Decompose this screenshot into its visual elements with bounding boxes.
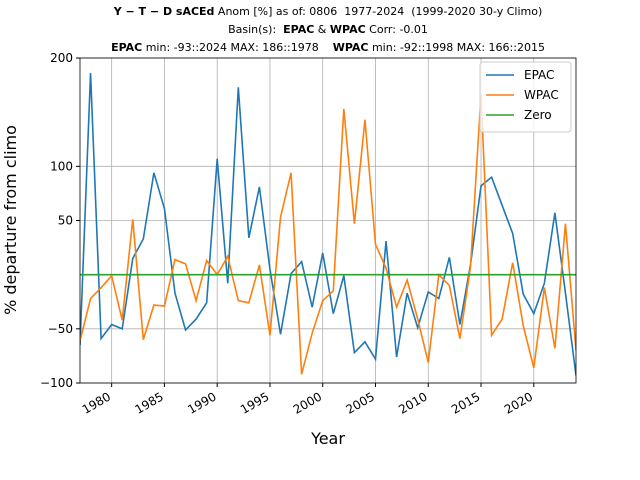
x-tick-label: 1990 (185, 389, 218, 416)
x-tick-label: 2005 (344, 389, 377, 416)
title-segment: Anom [%] as of: 0806 1977-2024 (1999-202… (214, 5, 542, 18)
series-line (80, 73, 576, 376)
title-segment: Basin(s): (228, 23, 283, 36)
title-segment: EPAC (111, 41, 142, 54)
y-tick-label: −100 (40, 376, 73, 390)
x-tick-label: 1980 (80, 389, 113, 416)
legend-label: EPAC (524, 68, 554, 82)
title-segment: & (314, 23, 330, 36)
series-line (80, 94, 576, 375)
x-tick-label: 1995 (238, 389, 271, 416)
chart-title: Y − T − D sACEd Anom [%] as of: 0806 197… (113, 5, 543, 18)
x-tick-label: 2000 (291, 389, 324, 416)
title-segment: WPAC (333, 41, 369, 54)
title-segment: WPAC (330, 23, 366, 36)
x-tick-label: 2020 (502, 389, 535, 416)
x-tick-label: 1985 (132, 389, 165, 416)
x-tick-label: 2015 (449, 389, 482, 416)
legend-label: Zero (524, 108, 552, 122)
chart-title: Basin(s): EPAC & WPAC Corr: -0.01 (228, 23, 428, 36)
title-segment: min: -92::1998 MAX: 166::2015 (368, 41, 544, 54)
plot-frame (79, 57, 577, 384)
y-tick-label: −50 (48, 322, 73, 336)
title-segment: EPAC (283, 23, 314, 36)
y-tick-label: 100 (50, 159, 73, 173)
y-tick-label: 50 (58, 214, 73, 228)
chart-title: EPAC min: -93::2024 MAX: 186::1978 WPAC … (111, 41, 545, 54)
x-axis-label: Year (310, 429, 345, 448)
y-tick-label: 200 (50, 51, 73, 65)
y-axis-label: % departure from climo (1, 125, 20, 315)
title-segment: Y − T − D sACEd (113, 5, 215, 18)
x-tick-label: 2010 (396, 389, 429, 416)
legend-label: WPAC (524, 88, 559, 102)
title-segment: Corr: -0.01 (366, 23, 428, 36)
title-segment: min: -93::2024 MAX: 186::1978 (142, 41, 332, 54)
